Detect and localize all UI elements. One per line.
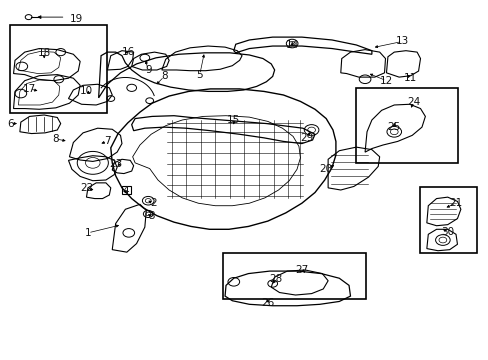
Text: 17: 17 (23, 84, 36, 94)
Text: 28: 28 (269, 274, 282, 284)
Bar (419, 187, 476, 253)
Text: 8: 8 (52, 134, 59, 144)
Text: 15: 15 (227, 115, 240, 125)
Text: 18: 18 (38, 48, 51, 58)
Text: 13: 13 (395, 36, 408, 46)
Text: 27: 27 (295, 265, 308, 275)
Text: 26: 26 (261, 298, 274, 308)
Text: 20: 20 (319, 164, 332, 174)
Text: 25: 25 (387, 122, 400, 132)
Text: 1: 1 (84, 228, 91, 238)
Bar (122, 186, 130, 194)
Bar (356, 88, 458, 163)
Text: 7: 7 (104, 136, 110, 147)
Text: 21: 21 (448, 198, 462, 208)
Text: 4: 4 (122, 186, 128, 197)
Bar (10, 24, 107, 113)
Text: 23: 23 (109, 159, 122, 169)
Text: 6: 6 (7, 118, 14, 129)
Text: 9: 9 (144, 65, 151, 75)
Text: 10: 10 (80, 86, 93, 96)
Text: 3: 3 (147, 211, 154, 221)
Text: 8: 8 (161, 71, 167, 81)
Text: 12: 12 (379, 76, 392, 86)
Text: 29: 29 (300, 133, 313, 143)
Text: 22: 22 (80, 183, 93, 193)
Text: 19: 19 (70, 14, 83, 23)
Bar (222, 253, 366, 298)
Text: 5: 5 (196, 69, 203, 80)
Text: 30: 30 (440, 227, 453, 237)
Text: 2: 2 (149, 198, 156, 208)
Text: 16: 16 (122, 47, 135, 57)
Text: 11: 11 (404, 73, 417, 83)
Text: 24: 24 (406, 97, 420, 107)
Text: 14: 14 (285, 40, 298, 50)
